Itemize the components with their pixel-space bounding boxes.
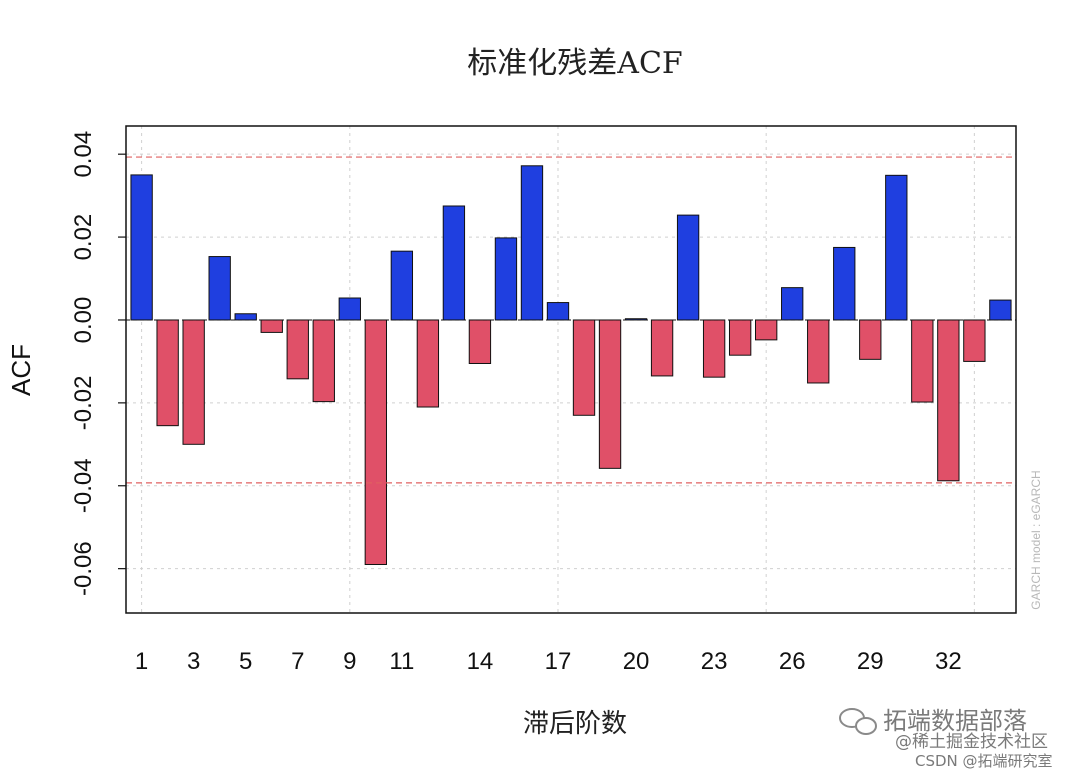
- acf-bar-lag-9: [338, 297, 361, 321]
- acf-bar-lag-12: [416, 319, 440, 408]
- acf-bar-lag-10: [364, 319, 387, 566]
- acf-bar-lag-32: [937, 319, 960, 482]
- acf-bar-lag-5: [234, 313, 257, 321]
- watermark: 拓端数据部落 @稀土掘金技术社区 CSDN @拓端研究室: [839, 707, 1053, 770]
- acf-bar-lag-31: [911, 319, 934, 403]
- acf-bar-lag-2: [156, 319, 179, 427]
- acf-bar-lag-22: [676, 214, 700, 321]
- acf-bar-lag-25: [755, 319, 778, 341]
- acf-bar-lag-20: [624, 318, 648, 321]
- acf-bar-lag-11: [390, 250, 414, 321]
- x-axis-label: 滞后阶数: [523, 709, 627, 739]
- y-tick-label: -0.06: [70, 541, 97, 596]
- x-tick-label: 3: [187, 648, 200, 675]
- x-tick-label: 32: [935, 648, 962, 675]
- acf-bar-lag-16: [520, 165, 544, 321]
- watermark-line-2: @稀土掘金技术社区: [895, 732, 1048, 752]
- x-tick-label: 9: [343, 648, 356, 675]
- y-tick-label: 0.00: [70, 297, 97, 344]
- acf-bar-lag-4: [208, 256, 231, 321]
- acf-bar-lag-27: [807, 319, 830, 384]
- x-tick-label: 23: [701, 648, 728, 675]
- x-tick-label: 29: [857, 648, 884, 675]
- x-tick-label: 7: [291, 648, 304, 675]
- grid-layer: [126, 126, 1016, 613]
- acf-bar-lag-23: [702, 319, 726, 378]
- acf-bar-lag-33: [963, 319, 986, 362]
- x-tick-label: 17: [545, 648, 572, 675]
- acf-bar-lag-8: [312, 319, 335, 403]
- plot-frame: [125, 125, 1017, 614]
- acf-bar-lag-6: [260, 319, 283, 333]
- acf-bar-lag-34: [989, 299, 1012, 321]
- acf-bar-lag-13: [442, 205, 466, 321]
- x-tick-label: 1: [135, 648, 148, 675]
- y-tick-label: 0.02: [70, 214, 97, 261]
- acf-bar-lag-30: [885, 174, 908, 321]
- reference-lines: [126, 156, 1016, 484]
- model-note: GARCH model : eGARCH: [1029, 470, 1043, 609]
- y-axis-label: ACF: [6, 344, 36, 396]
- acf-bar-lag-21: [650, 319, 674, 377]
- x-tick-label: 14: [467, 648, 494, 675]
- acf-bar-lag-14: [468, 319, 492, 364]
- watermark-line-3: CSDN @拓端研究室: [915, 752, 1053, 770]
- y-tick-label: -0.04: [70, 458, 97, 513]
- bars-layer: [130, 165, 1012, 566]
- acf-bar-lag-19: [598, 319, 622, 469]
- x-tick-label: 5: [239, 648, 252, 675]
- acf-bar-lag-15: [494, 237, 518, 321]
- y-tick-label: 0.04: [70, 131, 97, 178]
- y-axis: 0.04 0.02 0.00 -0.02 -0.04 -0.06: [70, 131, 126, 596]
- acf-bar-lag-1: [130, 174, 153, 321]
- acf-bar-lag-18: [572, 319, 596, 416]
- acf-bar-lag-24: [728, 319, 752, 356]
- acf-bar-lag-28: [833, 246, 856, 321]
- x-axis: 1 3 5 7 9 11 14 17 20 23 26 29 32: [135, 648, 962, 675]
- acf-bar-lag-7: [286, 319, 309, 380]
- chart-title: 标准化残差ACF: [467, 46, 682, 81]
- y-tick-label: -0.02: [70, 376, 97, 431]
- x-tick-label: 26: [779, 648, 806, 675]
- acf-bar-lag-26: [781, 287, 804, 321]
- watermark-line-1: 拓端数据部落: [883, 707, 1027, 735]
- x-tick-label: 11: [389, 648, 414, 675]
- acf-bar-lag-17: [546, 302, 570, 321]
- x-tick-label: 20: [623, 648, 650, 675]
- wechat-icon: [839, 708, 877, 735]
- acf-bar-lag-3: [182, 319, 205, 445]
- acf-bar-lag-29: [859, 319, 882, 360]
